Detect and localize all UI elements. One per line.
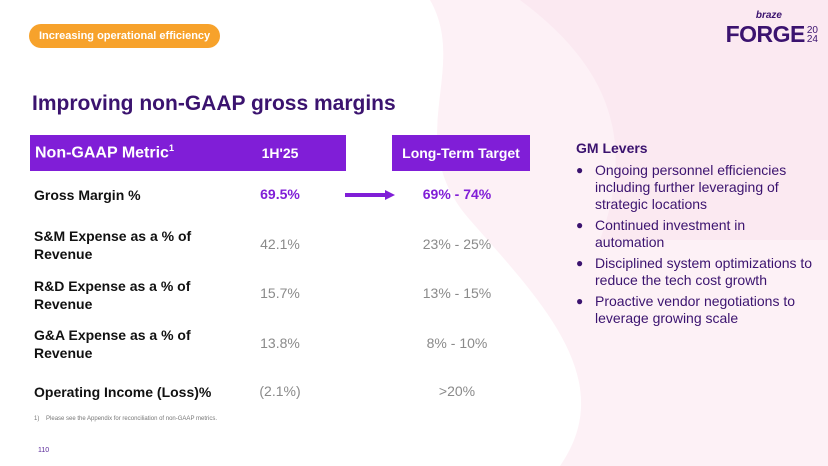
table-header-metric: Non-GAAP Metric1 1H'25 [30,135,346,171]
lever-item: Proactive vendor negotiations to leverag… [576,293,816,327]
lever-item: Ongoing personnel efficiencies including… [576,162,816,213]
forge-logo: braze FORGE 20 24 [726,10,818,48]
row-target: 13% - 15% [422,285,492,301]
page-title: Improving non-GAAP gross margins [32,92,396,115]
section-badge: Increasing operational efficiency [29,24,221,48]
levers-title: GM Levers [576,140,648,156]
metric-header: Non-GAAP Metric1 [35,143,174,162]
braze-wordmark: braze [755,10,782,21]
row-target: 8% - 10% [426,335,488,351]
row-value: 15.7% [260,285,300,301]
row-value: 42.1% [260,236,300,252]
row-target: 69% - 74% [422,186,492,202]
target-header: Long-Term Target [392,135,530,171]
arrow-icon [345,190,395,200]
gm-levers: GM Levers Ongoing personnel efficiencies… [576,140,816,331]
row-value: (2.1%) [259,383,301,399]
row-value: 13.8% [260,335,300,351]
lever-item: Disciplined system optimizations to redu… [576,255,816,289]
lever-item: Continued investment in automation [576,217,816,251]
footnote: 1) Please see the Appendix for reconcili… [34,416,217,422]
row-label: R&D Expense as a % of Revenue [34,278,191,312]
row-target: 23% - 25% [422,236,492,252]
row-value: 69.5% [260,186,300,202]
row-label: Gross Margin % [34,187,141,203]
forge-wordmark: FORGE [725,21,806,47]
row-label: S&M Expense as a % of Revenue [34,228,192,262]
page-number: 110 [38,447,50,454]
row-label: G&A Expense as a % of Revenue [34,327,191,361]
logo-year: 20 24 [806,24,818,45]
row-target: >20% [438,383,476,399]
row-label: Operating Income (Loss)% [34,384,212,400]
period-header: 1H'25 [261,145,299,161]
